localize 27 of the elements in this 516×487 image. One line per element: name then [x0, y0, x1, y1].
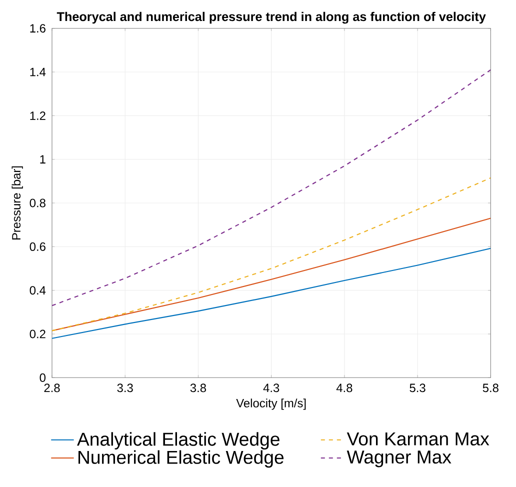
- y-tick-label: 1.6: [30, 24, 46, 33]
- y-tick-label: 1.2: [30, 111, 46, 120]
- y-tick-label: 0: [40, 373, 46, 382]
- x-tick-label: 5.3: [410, 384, 426, 392]
- y-tick-label: 1: [40, 155, 46, 164]
- x-tick-label: 4.8: [336, 384, 352, 392]
- x-tick-label: 4.3: [263, 384, 280, 392]
- y-tick-label: 1.4: [30, 68, 46, 76]
- y-tick-label: 0.6: [30, 242, 46, 251]
- y-tick-label: 0.4: [30, 286, 46, 295]
- legend-label: Numerical Elastic Wedge: [78, 450, 284, 468]
- x-tick-label: 5.8: [482, 384, 498, 392]
- y-axis-title: Pressure [bar]: [12, 166, 23, 240]
- x-axis-title: Velocity [m/s]: [236, 398, 306, 410]
- legend-label: Von Karman Max: [346, 432, 490, 446]
- line-series: [52, 218, 491, 332]
- chart-title: Theorycal and numerical pressure trend in along as function of velocity: [56, 12, 486, 24]
- legend-label: Analytical Elastic Wedge: [77, 432, 280, 450]
- x-tick-label: 3.3: [117, 384, 133, 392]
- x-tick-label: 3.8: [190, 384, 206, 392]
- line-series: [52, 177, 491, 332]
- line-series: [52, 248, 491, 339]
- x-tick-label: 2.8: [44, 384, 60, 392]
- line-series: [52, 69, 491, 306]
- legend-label: Wagner Max: [346, 450, 452, 468]
- y-tick-label: 0.8: [30, 198, 46, 208]
- y-tick-label: 0.2: [30, 330, 46, 338]
